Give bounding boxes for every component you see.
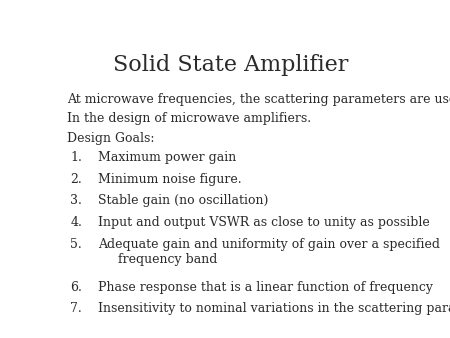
Text: 1.: 1. (70, 151, 82, 164)
Text: Adequate gain and uniformity of gain over a specified
     frequency band: Adequate gain and uniformity of gain ove… (98, 238, 440, 266)
Text: In the design of microwave amplifiers.: In the design of microwave amplifiers. (67, 112, 311, 125)
Text: Input and output VSWR as close to unity as possible: Input and output VSWR as close to unity … (98, 216, 430, 229)
Text: Minimum noise figure.: Minimum noise figure. (98, 173, 242, 186)
Text: Phase response that is a linear function of frequency: Phase response that is a linear function… (98, 281, 433, 294)
Text: Design Goals:: Design Goals: (67, 131, 154, 145)
Text: 6.: 6. (70, 281, 82, 294)
Text: Stable gain (no oscillation): Stable gain (no oscillation) (98, 194, 269, 208)
Text: 2.: 2. (70, 173, 82, 186)
Text: 4.: 4. (70, 216, 82, 229)
Text: 3.: 3. (70, 194, 82, 208)
Text: 5.: 5. (70, 238, 82, 250)
Text: Insensitivity to nominal variations in the scattering parameters.: Insensitivity to nominal variations in t… (98, 303, 450, 315)
Text: Maximum power gain: Maximum power gain (98, 151, 236, 164)
Text: 7.: 7. (70, 303, 82, 315)
Text: Solid State Amplifier: Solid State Amplifier (113, 54, 348, 76)
Text: At microwave frequencies, the scattering parameters are used: At microwave frequencies, the scattering… (67, 93, 450, 105)
